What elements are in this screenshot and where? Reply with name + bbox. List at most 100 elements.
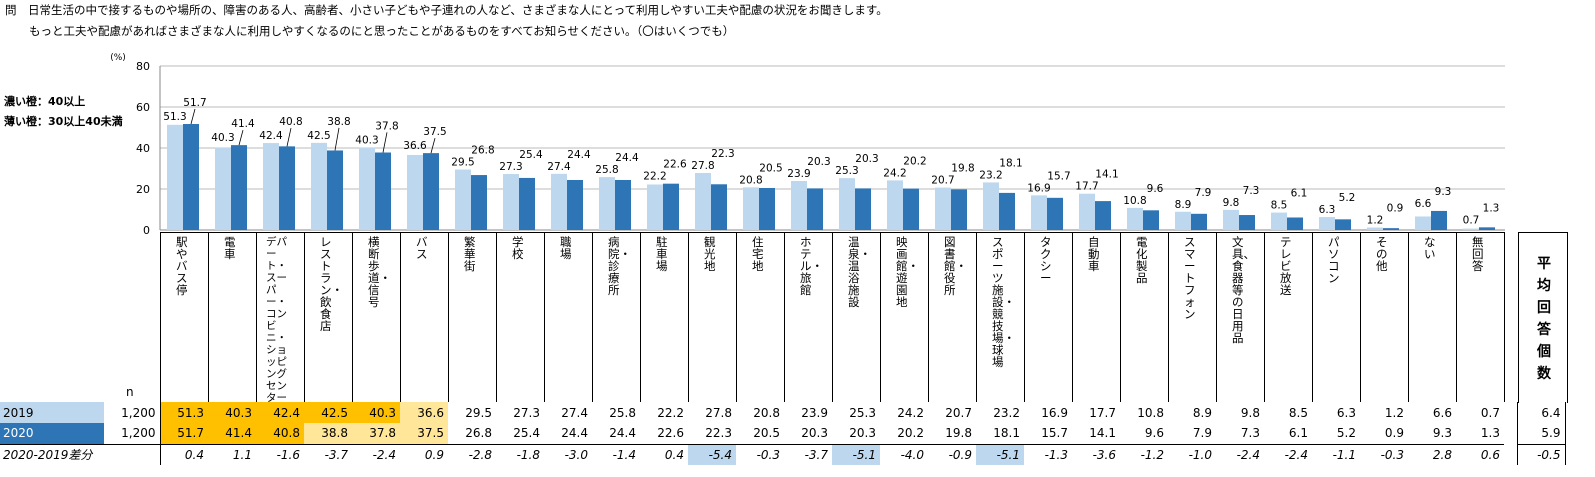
- average-header-text: 平均回答個数: [1537, 256, 1551, 382]
- data-label-2020: 20.3: [807, 156, 830, 168]
- data-label-2020: 19.8: [951, 163, 974, 175]
- table-cell: 18.1: [993, 426, 1020, 441]
- table-cell: 0.9: [400, 443, 448, 465]
- table-cell: 22.6: [657, 426, 684, 441]
- table-cell: 40.3: [208, 402, 256, 423]
- bar-2019: [551, 173, 567, 230]
- bar-2020: [471, 175, 487, 230]
- data-label-2019: 6.6: [1415, 198, 1432, 210]
- table-cell: 7.9: [1192, 426, 1212, 441]
- bar-2019: [599, 177, 615, 230]
- column-divider: [1168, 232, 1169, 402]
- column-divider: [448, 232, 449, 402]
- bar-2020: [615, 179, 631, 230]
- table-cell: 20.2: [897, 426, 924, 441]
- average-value: 5.9: [1516, 423, 1566, 444]
- category-label: 図書館・役所: [944, 235, 967, 297]
- column-divider: [1024, 232, 1025, 402]
- y-tick-label: 40: [136, 142, 150, 155]
- data-label-2020: 22.6: [663, 159, 687, 171]
- table-cell: 24.2: [897, 405, 924, 420]
- bar-2019: [1127, 207, 1143, 230]
- data-label-2019: 24.2: [883, 167, 906, 179]
- table-cell: -1.8: [496, 443, 544, 465]
- table-cell: -5.4: [688, 443, 736, 465]
- table-cell: 9.3: [1432, 426, 1452, 441]
- table-cell: 25.3: [849, 405, 876, 420]
- table-cell: 23.9: [801, 405, 828, 420]
- column-divider: [1216, 232, 1217, 402]
- category-label: 職場: [560, 235, 572, 261]
- category-label: レストラン・飲食店: [320, 235, 343, 333]
- data-label-2020: 1.3: [1483, 202, 1500, 214]
- bar-2020: [1047, 197, 1063, 230]
- bar-2020: [1431, 210, 1447, 230]
- table-cell: -0.3: [736, 443, 784, 465]
- column-divider: [928, 232, 929, 402]
- column-divider: [1408, 232, 1409, 402]
- column-divider: [832, 232, 833, 402]
- data-label-2019: 20.8: [739, 174, 762, 186]
- table-cell: 10.8: [1137, 405, 1164, 420]
- table-cell: 23.2: [993, 405, 1020, 420]
- table-cell: -5.1: [832, 443, 880, 465]
- table-cell: 40.3: [352, 402, 400, 423]
- bar-2020: [231, 145, 247, 230]
- bar-2019: [215, 147, 231, 230]
- y-tick-label: 80: [136, 60, 150, 73]
- leader-line: [334, 127, 340, 151]
- bar-2020: [759, 187, 775, 230]
- data-table: 2019 1,200 51.3 40.3 42.4 42.5 40.3 36.6 29.5 27.…: [0, 402, 1566, 465]
- bar-2019: [1415, 216, 1431, 230]
- table-cell: -1.2: [1120, 443, 1168, 465]
- bar-2020: [1335, 219, 1351, 230]
- bar-2020: [1143, 210, 1159, 230]
- table-cell: 29.5: [465, 405, 492, 420]
- table-cell: 41.4: [208, 423, 256, 444]
- data-label-2020: 14.1: [1095, 169, 1118, 181]
- table-cell: 16.9: [1041, 405, 1068, 420]
- bar-2020: [1095, 201, 1111, 230]
- table-cell: -2.4: [352, 443, 400, 465]
- table-cell: 20.3: [801, 426, 828, 441]
- bar-2019: [455, 169, 471, 230]
- question-line-1: 問 日常生活の中で接するものや場所の、障害のある人、高齢者、小さい子どもや子連れ…: [5, 3, 888, 17]
- data-label-2020: 37.8: [375, 120, 398, 132]
- table-cell: 9.6: [1144, 426, 1164, 441]
- leader-line: [286, 127, 292, 147]
- table-cell: 25.8: [609, 405, 636, 420]
- table-cell: 26.8: [465, 426, 492, 441]
- category-label: テレビ放送: [1280, 235, 1292, 297]
- bar-2020: [375, 152, 391, 230]
- category-label: パソコン: [1328, 235, 1340, 285]
- average-value: 6.4: [1516, 402, 1566, 423]
- data-label-2019: 8.5: [1271, 200, 1288, 212]
- table-cell: 27.3: [513, 405, 540, 420]
- category-label: 繁華街: [464, 235, 476, 273]
- column-divider: [208, 232, 209, 402]
- column-divider: [688, 232, 689, 402]
- data-label-2020: 25.4: [519, 149, 543, 161]
- y-tick-label: 0: [143, 224, 150, 237]
- data-label-2019: 23.2: [979, 169, 1002, 181]
- table-cell: 27.8: [705, 405, 732, 420]
- data-label-2020: 7.9: [1195, 187, 1212, 199]
- category-label: ない: [1424, 235, 1436, 261]
- table-cell: -4.0: [880, 443, 928, 465]
- column-divider: [400, 232, 401, 402]
- table-cell: 1.3: [1480, 426, 1500, 441]
- category-label: 文具、食器等の日用品: [1232, 235, 1255, 345]
- category-label: 住宅地: [752, 235, 764, 273]
- table-cell: 42.5: [304, 402, 352, 423]
- table-cell: -1.6: [256, 443, 304, 465]
- data-label-2020: 41.4: [231, 118, 255, 130]
- table-cell: -5.1: [976, 443, 1024, 465]
- column-divider: [304, 232, 305, 402]
- data-label-2019: 17.7: [1075, 181, 1098, 193]
- table-cell: 6.1: [1288, 426, 1308, 441]
- bar-2019: [167, 124, 183, 230]
- data-label-2019: 0.7: [1463, 214, 1480, 226]
- table-cell: -3.0: [544, 443, 592, 465]
- table-cell: -0.9: [928, 443, 976, 465]
- category-label: その他: [1376, 235, 1388, 273]
